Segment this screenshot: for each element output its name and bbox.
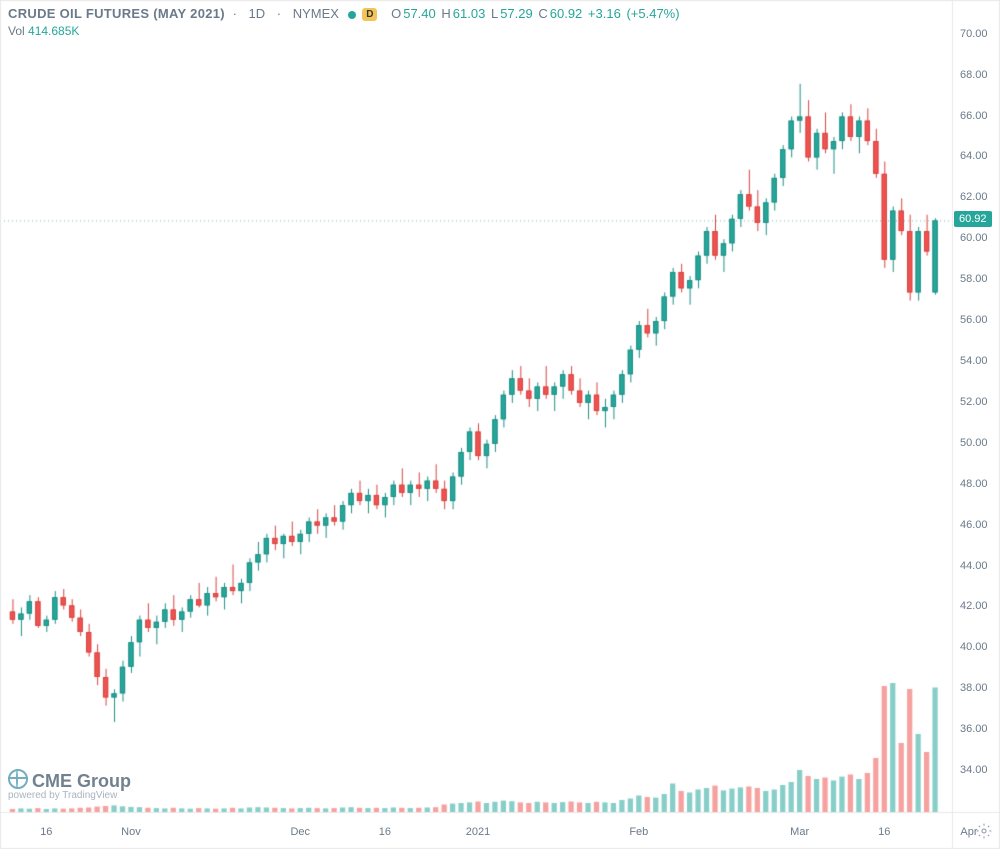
y-tick-label: 66.00	[960, 110, 1000, 122]
x-tick-label: Feb	[629, 826, 648, 838]
x-tick-label: Nov	[121, 826, 141, 838]
x-tick-label: 16	[379, 826, 391, 838]
y-tick-label: 46.00	[960, 519, 1000, 531]
y-tick-label: 64.00	[960, 150, 1000, 162]
chart-container: CRUDE OIL FUTURES (MAY 2021) · 1D · NYME…	[0, 0, 1000, 849]
x-tick-label: 2021	[466, 826, 490, 838]
y-tick-label: 44.00	[960, 560, 1000, 572]
y-tick-label: 36.00	[960, 723, 1000, 735]
timeframe-label: 1D	[249, 6, 266, 21]
exchange-label: NYMEX	[293, 6, 339, 21]
price-chart-canvas[interactable]	[0, 0, 1000, 849]
volume-value: 414.685K	[28, 24, 79, 38]
ohlc-readout: O57.40 H61.03 L57.29 C60.92 +3.16 (+5.47…	[391, 6, 681, 21]
y-tick-label: 50.00	[960, 437, 1000, 449]
close-value: 60.92	[550, 6, 583, 21]
x-tick-label: Apr	[960, 826, 977, 838]
gear-icon	[976, 823, 992, 839]
y-tick-label: 40.00	[960, 641, 1000, 653]
last-price-tag: 60.92	[954, 211, 992, 227]
y-tick-label: 58.00	[960, 273, 1000, 285]
high-value: 61.03	[453, 6, 486, 21]
y-tick-label: 60.00	[960, 232, 1000, 244]
y-tick-label: 48.00	[960, 478, 1000, 490]
symbol-title: CRUDE OIL FUTURES (MAY 2021)	[8, 6, 225, 21]
volume-header: Vol 414.685K	[8, 24, 79, 38]
change-value: +3.16	[588, 6, 621, 21]
volume-label: Vol	[8, 24, 25, 38]
brand-name: CME Group	[32, 771, 131, 791]
change-pct: (+5.47%)	[626, 6, 679, 21]
y-tick-label: 68.00	[960, 69, 1000, 81]
interval-pill[interactable]: D	[362, 8, 377, 21]
powered-by: powered by TradingView	[8, 790, 131, 801]
y-tick-label: 38.00	[960, 682, 1000, 694]
x-tick-label: 16	[878, 826, 890, 838]
series-dot-icon	[348, 11, 356, 19]
x-tick-label: Dec	[290, 826, 310, 838]
y-tick-label: 34.00	[960, 764, 1000, 776]
x-tick-label: 16	[40, 826, 52, 838]
y-tick-label: 42.00	[960, 600, 1000, 612]
x-tick-label: Mar	[790, 826, 809, 838]
watermark: CME Group powered by TradingView	[8, 769, 131, 801]
y-tick-label: 70.00	[960, 28, 1000, 40]
y-tick-label: 54.00	[960, 355, 1000, 367]
chart-header: CRUDE OIL FUTURES (MAY 2021) · 1D · NYME…	[8, 6, 682, 21]
open-value: 57.40	[403, 6, 436, 21]
settings-button[interactable]	[976, 823, 992, 839]
low-value: 57.29	[500, 6, 533, 21]
y-tick-label: 62.00	[960, 191, 1000, 203]
y-tick-label: 56.00	[960, 314, 1000, 326]
globe-icon	[8, 769, 28, 789]
y-tick-label: 52.00	[960, 396, 1000, 408]
